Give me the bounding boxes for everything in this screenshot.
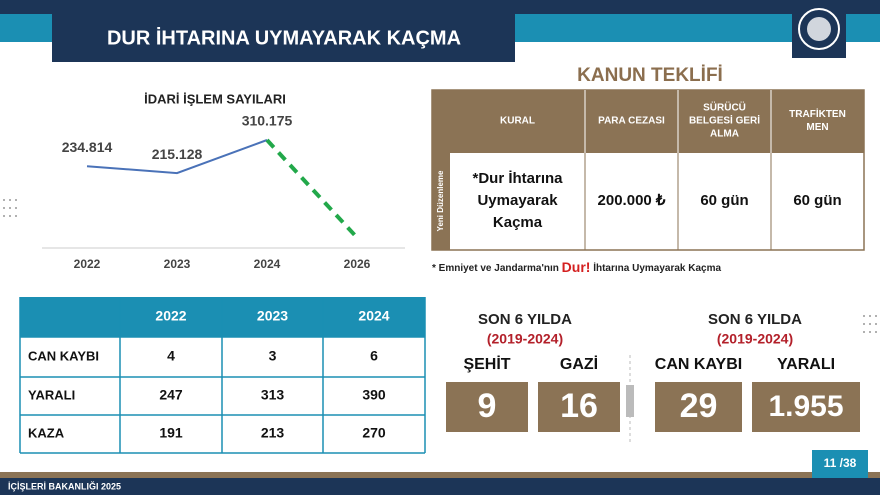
stats-col: 2024 — [358, 308, 389, 324]
chart-title: İDARİ İŞLEM SAYILARI — [144, 91, 286, 106]
col-header: SÜRÜCÜ — [703, 101, 746, 114]
col-header: PARA CEZASI — [598, 116, 665, 127]
value-label: 215.128 — [152, 146, 203, 162]
divider-block — [626, 385, 634, 417]
note-before: * Emniyet ve Jandarma'nın — [432, 263, 559, 274]
col-header: TRAFİKTEN — [789, 107, 846, 120]
stats-heading: SON 6 YILDA — [478, 311, 572, 328]
line — [86, 139, 268, 175]
stat-box — [446, 382, 528, 432]
stat-label: YARALI — [777, 356, 835, 373]
page-number: 11 /38 — [824, 456, 857, 470]
stats-period: (2019-2024) — [717, 331, 793, 347]
dots-right — [863, 315, 877, 333]
side-label: Yeni Düzenleme — [436, 170, 445, 231]
side-cell — [432, 153, 450, 250]
x-tick-label: 2023 — [164, 257, 191, 271]
law-cell: *Dur İhtarına — [472, 170, 563, 187]
title-box — [52, 14, 515, 62]
stat-box — [752, 382, 860, 432]
ministry: İÇİŞLERİ BAKANLIĞI 2025 — [8, 480, 121, 491]
x-tick-label: 2022 — [74, 257, 101, 271]
row-label: KAZA — [28, 425, 65, 440]
row-label: YARALI — [28, 387, 75, 402]
col-header: BELGESİ GERİ — [689, 114, 760, 127]
stats-cell: 191 — [159, 425, 183, 441]
logo — [798, 8, 840, 50]
stat-value: 16 — [560, 387, 598, 425]
law-cell: 200.000 ₺ — [598, 192, 666, 209]
stat-value: 1.955 — [768, 390, 843, 423]
stat-label: CAN KAYBI — [655, 356, 742, 373]
stats-cell: 247 — [159, 387, 183, 403]
stat-value: 29 — [680, 387, 718, 425]
stats-col: 2022 — [155, 308, 186, 324]
stats-cell: 390 — [362, 387, 386, 403]
top-strip — [0, 0, 880, 14]
footer-band — [0, 478, 880, 495]
stats-period: (2019-2024) — [487, 331, 563, 347]
slide-title: DUR İHTARINA UYMAYARAK KAÇMA — [107, 26, 461, 49]
law-cell: Uymayarak — [477, 192, 558, 209]
stats-cell: 213 — [261, 425, 285, 441]
law-cell: 60 gün — [793, 192, 841, 209]
stat-value: 9 — [478, 387, 497, 425]
stat-box — [655, 382, 742, 432]
law-header — [432, 90, 864, 153]
x-tick-label: 2024 — [254, 257, 281, 271]
note-after: İhtarına Uymayarak Kaçma — [593, 261, 721, 274]
stats-cell: 313 — [261, 387, 285, 403]
col-header: MEN — [806, 122, 828, 133]
dots-left — [3, 199, 17, 217]
stats-cell: 3 — [269, 348, 277, 364]
law-frame — [431, 89, 865, 251]
line — [265, 138, 359, 239]
law-table: Yeni Düzenleme KURAL PARA CEZASI SÜRÜCÜBELG… — [431, 89, 865, 251]
stats-cell: 270 — [362, 425, 386, 441]
stats-table: 2022 2023 2024 CAN KAYBI 4 3 6 YARALI 247 313 390 K… — [19, 297, 426, 454]
law-cell: Kaçma — [493, 214, 543, 231]
footer-rule — [0, 472, 880, 478]
x-tick-label: 2026 — [344, 257, 371, 271]
stat-label: ŞEHİT — [463, 355, 510, 373]
stats-cell: 4 — [167, 348, 175, 364]
col-header: KURAL — [500, 116, 535, 127]
stats: SON 6 YILDA (2019-2024) ŞEHİT 9 GAZİ 16 SON 6 … — [446, 311, 860, 432]
value-label: 234.814 — [62, 139, 113, 155]
stats-heading: SON 6 YILDA — [708, 311, 802, 328]
law-cell: 60 gün — [700, 192, 748, 209]
stats-col: 2023 — [257, 308, 288, 324]
stat-label: GAZİ — [560, 355, 598, 373]
value-label: 310.175 — [242, 113, 293, 129]
stat-box — [538, 382, 620, 432]
col-header: ALMA — [710, 129, 739, 140]
note-emphasis: Dur! — [562, 259, 591, 275]
law-title: KANUN TEKLİFİ — [577, 65, 723, 86]
note: * Emniyet ve Jandarma'nın Dur! İhtarına … — [432, 259, 722, 275]
stats-cell: 6 — [370, 348, 378, 364]
row-label: CAN KAYBI — [28, 348, 99, 363]
page-box — [812, 450, 868, 478]
logo-inner — [807, 17, 831, 41]
